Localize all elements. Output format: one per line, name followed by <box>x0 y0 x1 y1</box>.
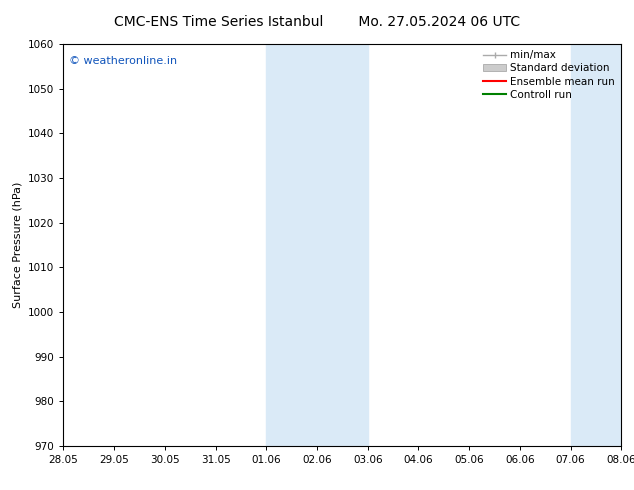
Text: © weatheronline.in: © weatheronline.in <box>69 56 177 66</box>
Bar <box>571 44 621 446</box>
Bar <box>266 44 368 446</box>
Text: CMC-ENS Time Series Istanbul        Mo. 27.05.2024 06 UTC: CMC-ENS Time Series Istanbul Mo. 27.05.2… <box>114 15 520 29</box>
Y-axis label: Surface Pressure (hPa): Surface Pressure (hPa) <box>13 182 23 308</box>
Legend: min/max, Standard deviation, Ensemble mean run, Controll run: min/max, Standard deviation, Ensemble me… <box>479 46 619 104</box>
